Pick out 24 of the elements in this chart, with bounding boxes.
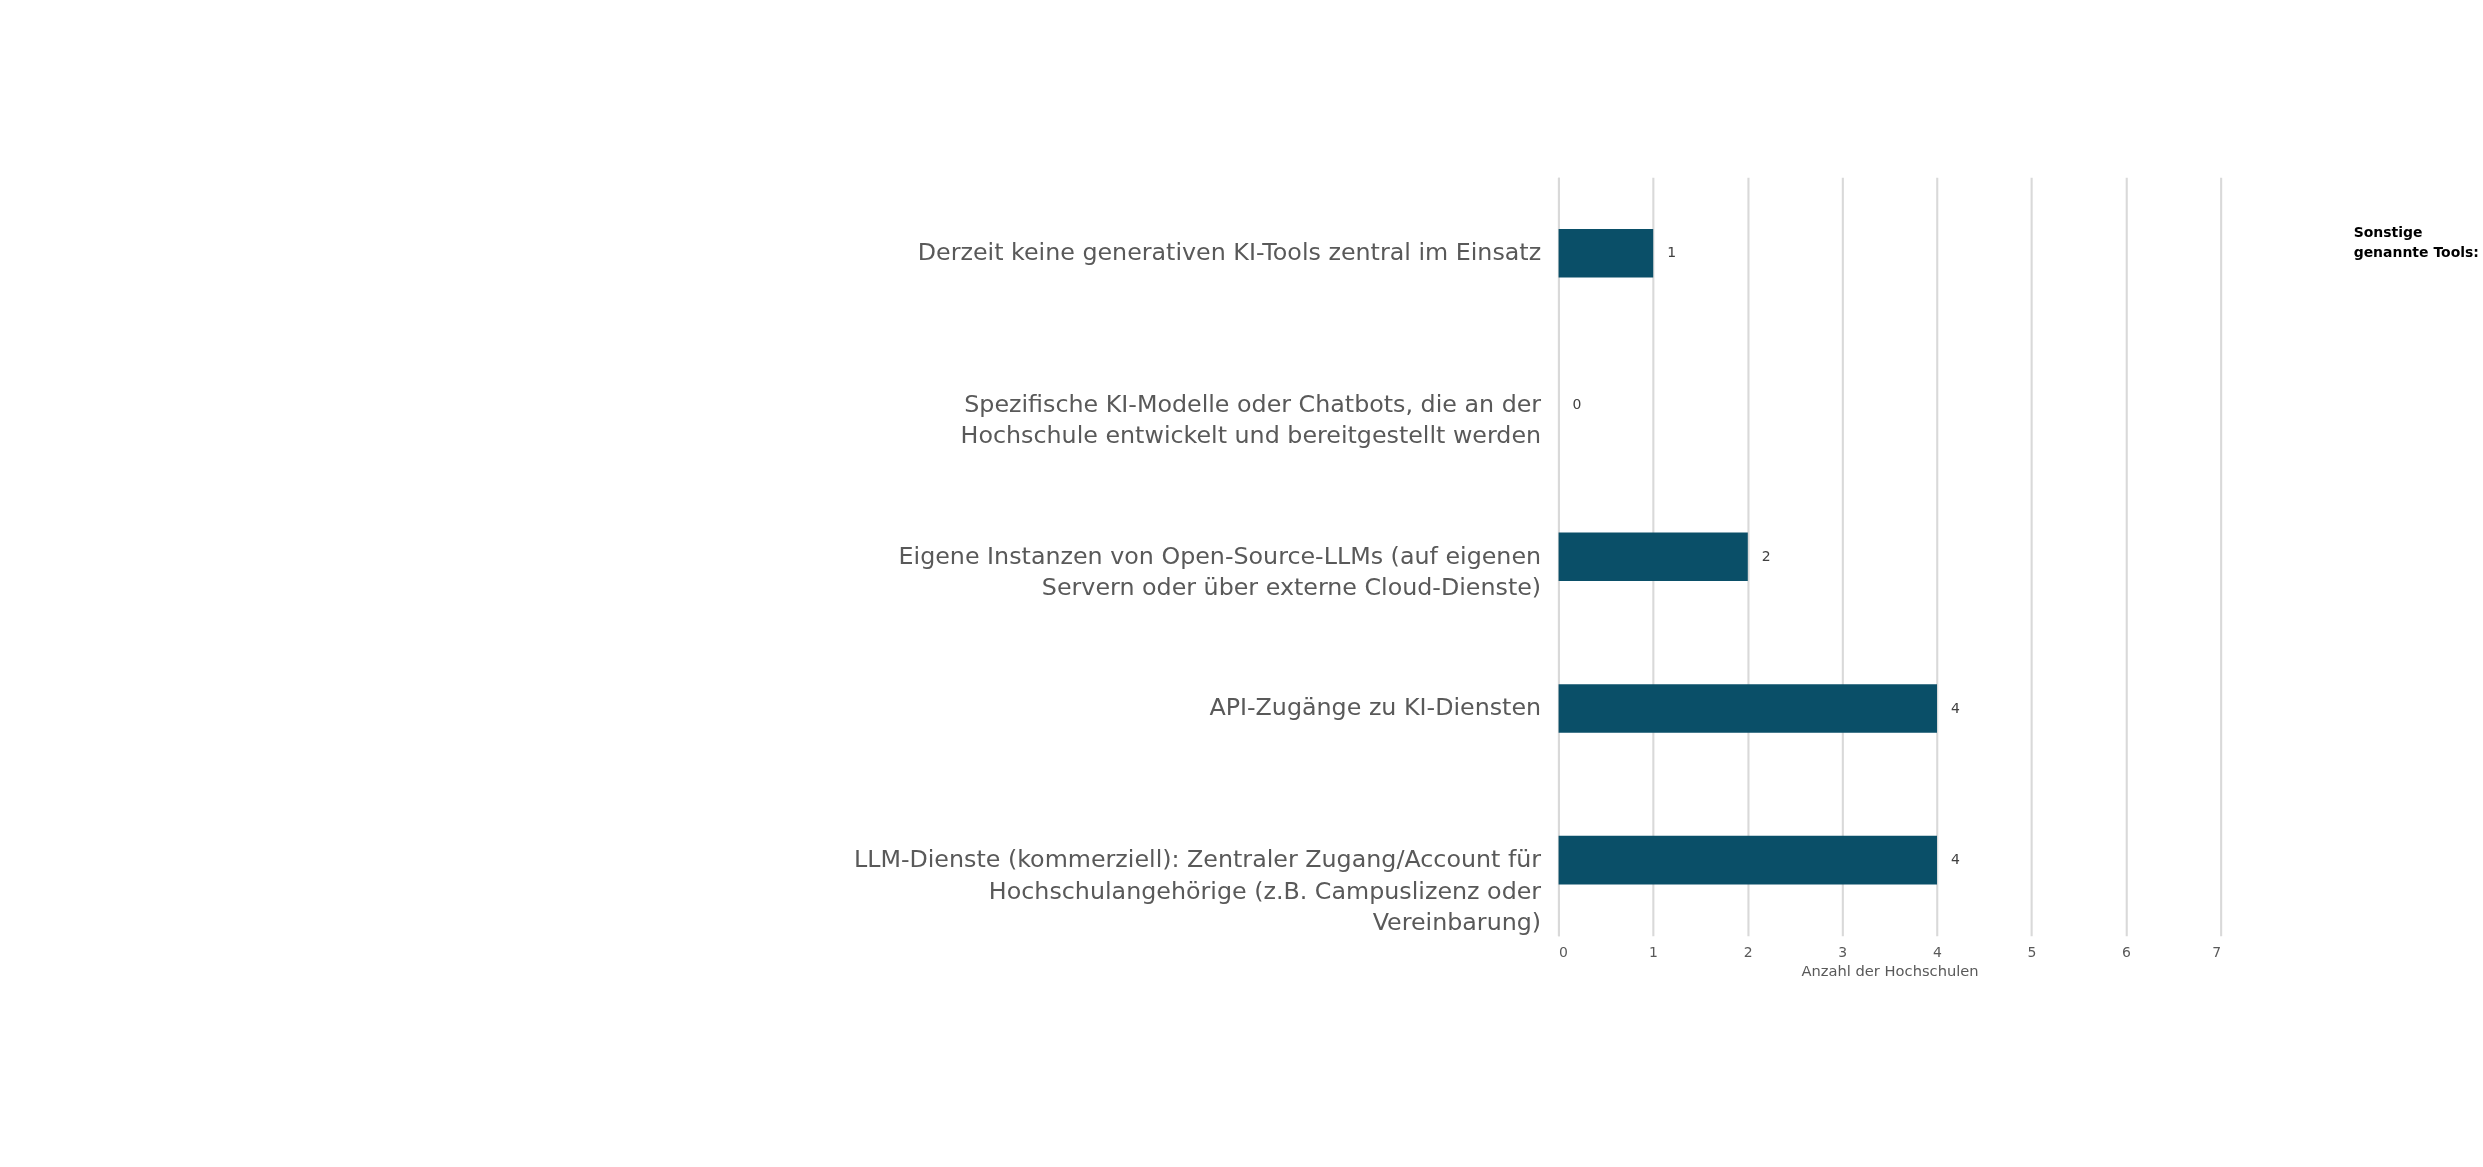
x-tick-label: 0 <box>1558 944 1568 961</box>
data-label: 4 <box>1950 699 1960 716</box>
x-tick-label: 1 <box>1649 944 1658 961</box>
y-tick-label: Derzeit keine generativen KI-Tools zentral im Einsatz <box>917 238 1542 267</box>
x-tick-label: 2 <box>1743 944 1753 961</box>
y-tick-label: LLM-Dienste (kommerziell): Zentraler Zugang/Account für Hochschulangehörige (z.B. Campuslizenz oder Vereinbarung) <box>853 845 1542 937</box>
bar <box>1558 835 1937 885</box>
y-tick-label: API-Zugänge zu KI-Diensten <box>1209 693 1542 722</box>
x-tick-label: 6 <box>2122 944 2131 961</box>
bar <box>1558 228 1654 278</box>
x-tick-label: 3 <box>1838 944 1848 961</box>
y-tick-label: Spezifische KI-Modelle oder Chatbots, die an der Hochschule entwickelt und bereitgestellt werden <box>960 389 1542 450</box>
x-tick-label: 7 <box>2212 944 2222 961</box>
data-label: 2 <box>1761 547 1771 564</box>
data-label: 4 <box>1950 851 1960 868</box>
y-tick-label: Eigene Instanzen von Open-Source-LLMs (auf eigenen Servern oder über externe Cloud-Dienste) <box>898 541 1542 602</box>
text: Sonstige genannte Tools: <box>2353 224 2479 261</box>
bar <box>1558 532 1748 581</box>
x-axis-title: Anzahl der Hochschulen <box>1801 962 1979 980</box>
data-label: 1 <box>1667 244 1677 261</box>
bar <box>1558 684 1937 733</box>
x-tick-label: 5 <box>2027 944 2037 961</box>
data-label: 0 <box>1572 396 1582 413</box>
x-tick-label: 4 <box>1932 944 1942 961</box>
